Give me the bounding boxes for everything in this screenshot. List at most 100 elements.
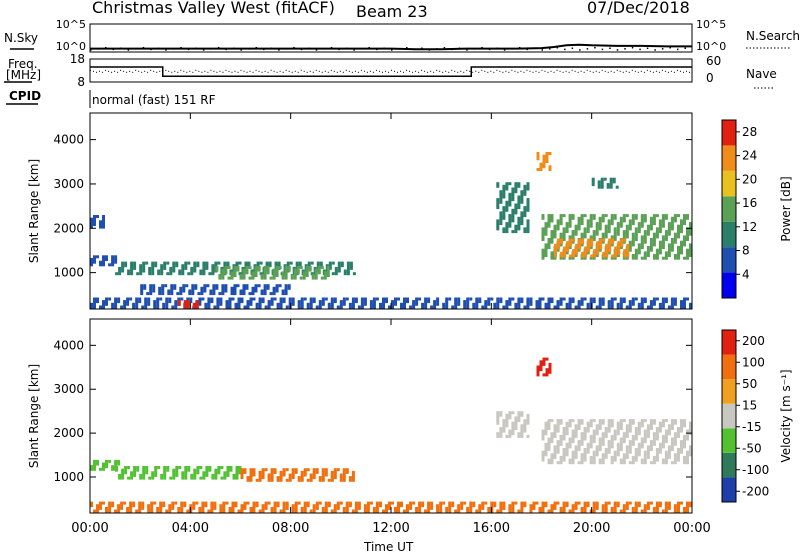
power-cell xyxy=(291,300,295,304)
power-cell xyxy=(270,302,274,306)
power-cell xyxy=(625,305,629,309)
power-cell xyxy=(212,284,216,288)
velocity-cell xyxy=(318,476,322,480)
power-cell xyxy=(640,238,644,241)
power-cell xyxy=(545,152,549,155)
velocity-cell xyxy=(418,509,422,513)
nsearch-point xyxy=(127,49,130,51)
power-cell xyxy=(520,219,524,223)
velocity-cell xyxy=(640,440,644,444)
power-cell xyxy=(583,227,587,231)
power-cell xyxy=(127,272,131,276)
power-cell xyxy=(165,305,169,309)
power-cell xyxy=(536,154,540,158)
power-frame xyxy=(89,112,693,310)
velocity-cell xyxy=(351,509,355,513)
power-cell xyxy=(661,238,665,241)
nave-point xyxy=(342,71,344,73)
velocity-cell xyxy=(270,476,274,480)
velocity-cell xyxy=(613,501,617,505)
power-cell xyxy=(586,302,590,306)
power-cell xyxy=(142,269,146,273)
velocity-cell xyxy=(610,445,614,449)
velocity-cell xyxy=(189,504,193,508)
power-cell xyxy=(536,168,540,171)
velocity-cell xyxy=(229,468,233,472)
power-cell xyxy=(670,224,674,228)
velocity-cell xyxy=(670,419,674,423)
velocity-cell xyxy=(598,440,602,444)
velocity-cell xyxy=(544,450,548,454)
power-cell xyxy=(541,238,545,241)
power-cell xyxy=(625,232,629,236)
velocity-cell xyxy=(683,509,686,513)
power-cell xyxy=(105,297,108,301)
velocity-cell xyxy=(550,455,554,459)
power-cell xyxy=(640,235,644,239)
nave-point xyxy=(246,71,248,73)
velocity-cell xyxy=(418,504,422,508)
velocity-cell xyxy=(496,419,500,423)
velocity-cell xyxy=(655,509,659,513)
velocity-cell xyxy=(511,504,515,508)
velocity-cell xyxy=(264,504,268,508)
power-cell xyxy=(199,272,203,276)
power-cell xyxy=(327,305,331,309)
power-cell xyxy=(589,235,593,239)
power-cell xyxy=(144,302,148,306)
velocity-colorbar-tick: 200 xyxy=(742,334,765,348)
power-cell xyxy=(550,240,554,244)
power-cell xyxy=(580,256,584,260)
velocity-cell xyxy=(592,419,596,423)
power-cell xyxy=(589,300,593,304)
power-cell xyxy=(99,220,102,224)
power-cell xyxy=(677,214,680,218)
velocity-cell xyxy=(562,453,566,457)
power-cell xyxy=(606,183,610,187)
velocity-cell xyxy=(595,501,599,505)
velocity-cell xyxy=(610,506,614,510)
velocity-cell xyxy=(294,501,298,505)
velocity-cell xyxy=(520,429,524,433)
power-cell xyxy=(652,302,656,306)
power-cell xyxy=(511,190,515,194)
power-cell xyxy=(203,286,207,290)
power-cell xyxy=(661,305,665,309)
velocity-cell xyxy=(616,432,620,436)
velocity-cell xyxy=(93,509,96,513)
velocity-cell xyxy=(246,501,250,505)
velocity-cell xyxy=(159,506,163,510)
power-cell xyxy=(580,232,584,236)
power-cell xyxy=(505,203,509,207)
power-cell xyxy=(161,292,165,296)
power-cell xyxy=(135,297,139,301)
power-cell xyxy=(658,227,662,231)
power-cell xyxy=(562,214,566,218)
nave-point xyxy=(159,70,161,72)
velocity-cell xyxy=(670,437,674,441)
power-cell xyxy=(520,300,524,304)
power-cell xyxy=(580,297,584,301)
velocity-cell xyxy=(201,506,205,510)
velocity-cell xyxy=(655,450,659,454)
power-cell xyxy=(320,266,324,269)
power-cell xyxy=(215,286,219,290)
nave-point xyxy=(514,70,516,72)
nsearch-point xyxy=(481,46,483,49)
power-cell xyxy=(351,302,355,306)
velocity-cell xyxy=(291,473,295,477)
velocity-cell xyxy=(536,370,540,374)
power-cell xyxy=(673,240,677,244)
power-cell xyxy=(138,300,142,304)
power-cell xyxy=(499,219,503,223)
power-cell xyxy=(612,180,616,184)
power-cell xyxy=(314,268,318,272)
power-cell xyxy=(178,269,182,273)
velocity-cell xyxy=(607,421,611,425)
power-cell xyxy=(318,300,322,304)
velocity-cell xyxy=(523,419,527,423)
power-cell xyxy=(451,305,455,309)
power-cell xyxy=(508,200,512,204)
power-cell xyxy=(655,248,659,252)
velocity-cell xyxy=(520,501,524,505)
